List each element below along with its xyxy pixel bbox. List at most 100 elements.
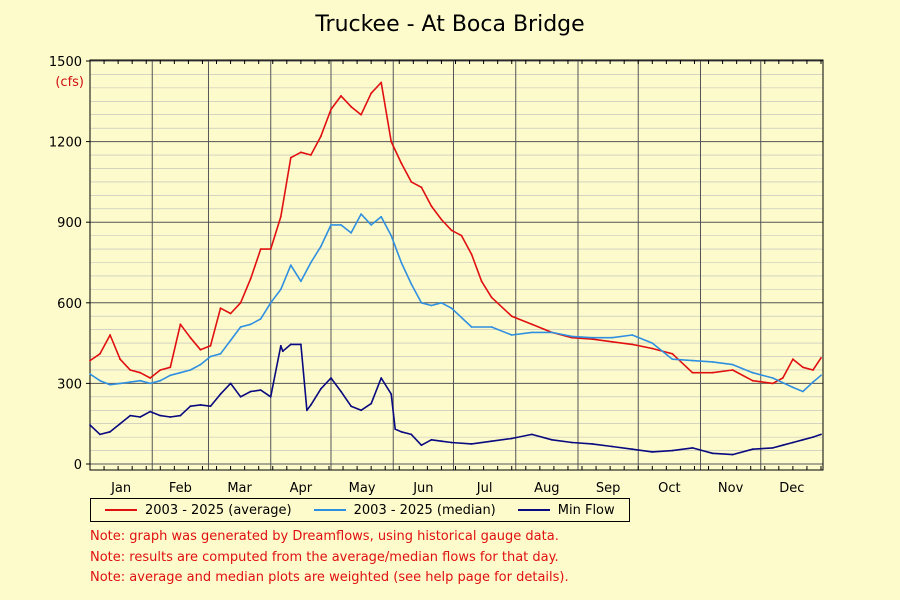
data-point [169, 366, 172, 369]
data-point [306, 409, 308, 412]
data-point [440, 440, 443, 443]
data-point [289, 156, 292, 159]
data-point [691, 447, 694, 449]
data-point [300, 343, 302, 346]
data-point [571, 336, 573, 339]
data-point [611, 336, 613, 339]
data-point [350, 105, 352, 108]
data-point [109, 383, 111, 386]
y-tick-label: 600 [57, 297, 82, 312]
data-point [490, 440, 493, 443]
data-point [330, 224, 332, 226]
note-line: Note: average and median plots are weigh… [90, 570, 569, 585]
data-point [310, 261, 312, 264]
data-point [310, 154, 312, 156]
x-tick-label: Apr [290, 481, 313, 496]
x-tick-label: Mar [227, 481, 252, 496]
data-point [129, 414, 132, 417]
data-point [340, 95, 342, 97]
data-point [820, 433, 822, 436]
data-point [802, 390, 804, 393]
data-point [189, 369, 192, 371]
data-point [99, 433, 101, 436]
data-point [430, 304, 433, 307]
y-tick-label: 0 [74, 458, 82, 473]
data-point [279, 288, 282, 291]
x-tick-label: Oct [658, 481, 680, 496]
x-tick-label: Dec [779, 481, 804, 496]
x-tick-label: Jan [110, 481, 131, 496]
data-point [119, 382, 121, 385]
note-line: Note: graph was generated by Dreamflows,… [90, 529, 559, 544]
grid-layer [90, 60, 823, 470]
data-point [410, 283, 413, 285]
data-point [129, 381, 132, 383]
data-point [320, 387, 322, 390]
data-point [360, 213, 362, 216]
data-point [350, 405, 352, 408]
data-point [430, 438, 433, 441]
data-point [751, 371, 754, 374]
data-point [249, 277, 252, 280]
data-point [330, 108, 332, 111]
data-point [330, 377, 332, 379]
data-point [530, 433, 533, 436]
data-point [751, 379, 754, 382]
data-point [631, 343, 634, 346]
data-point [179, 414, 182, 417]
data-point [440, 218, 443, 221]
data-point [671, 449, 674, 452]
data-point [239, 326, 242, 328]
x-tick-label: Jul [476, 481, 493, 496]
data-point [320, 245, 322, 248]
data-point [611, 340, 613, 343]
series-layer [89, 81, 822, 456]
data-point [229, 312, 232, 315]
data-point [611, 445, 613, 448]
data-point [310, 404, 312, 406]
data-point [149, 382, 152, 385]
data-point [281, 350, 284, 353]
data-point [219, 393, 222, 395]
data-point [400, 162, 403, 165]
data-point [169, 374, 172, 377]
data-point [249, 323, 252, 326]
data-point [751, 448, 754, 451]
data-point [279, 344, 282, 347]
data-point [820, 357, 822, 359]
data-point [802, 366, 804, 369]
data-point [289, 264, 292, 267]
data-point [400, 430, 403, 433]
data-point [370, 224, 373, 226]
data-point [490, 326, 493, 328]
data-point [109, 430, 111, 433]
data-point [470, 443, 473, 445]
data-point [410, 433, 413, 436]
data-point [139, 379, 142, 382]
data-point [89, 359, 91, 362]
legend-swatch-median [313, 509, 346, 511]
data-point [159, 414, 162, 417]
data-point [179, 371, 182, 374]
data-point [771, 382, 774, 385]
data-point [189, 405, 192, 408]
data-point [279, 215, 282, 218]
data-point [792, 441, 794, 444]
data-point [199, 404, 202, 406]
y-tick-label: 300 [57, 377, 82, 392]
data-point [691, 371, 694, 374]
data-point [229, 339, 232, 342]
data-point [631, 448, 634, 451]
data-point [289, 343, 292, 346]
data-point [430, 205, 433, 208]
data-point [571, 441, 573, 444]
data-point [99, 379, 101, 382]
x-tick-label: Feb [169, 481, 192, 496]
data-point [380, 81, 383, 84]
data-point [360, 113, 362, 116]
y-tick-label: 900 [57, 216, 82, 231]
data-point [490, 296, 493, 299]
legend-label-average: 2003 - 2025 (average) [145, 502, 292, 518]
data-point [239, 395, 242, 398]
data-point [269, 248, 272, 251]
